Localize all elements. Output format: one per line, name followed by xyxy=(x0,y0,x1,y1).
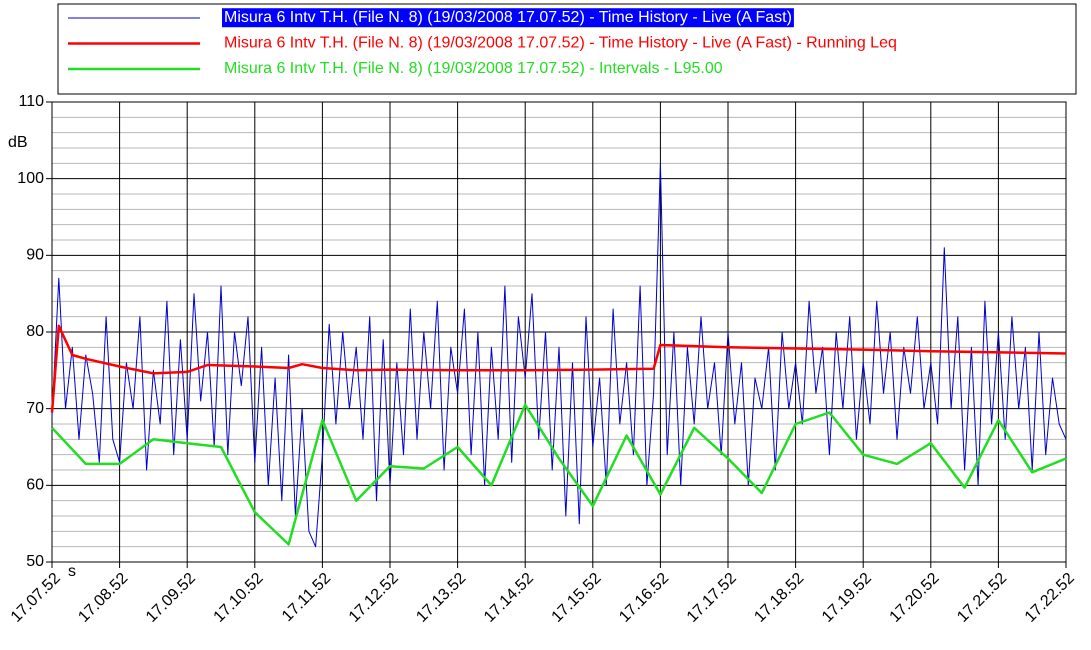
x-tick-label: 17.21.52 xyxy=(954,570,1010,626)
series-line xyxy=(50,324,1067,413)
y-tick-label: 90 xyxy=(26,247,44,264)
x-tick-label: 17.22.52 xyxy=(1022,570,1078,626)
series-line xyxy=(51,403,1067,546)
grid xyxy=(51,101,1067,563)
y-tick-label: 60 xyxy=(26,477,44,494)
legend-label: Misura 6 Intv T.H. (File N. 8) (19/03/20… xyxy=(224,9,792,26)
x-tick-label: 17.19.52 xyxy=(819,570,875,626)
x-tick-label: 17.18.52 xyxy=(751,570,807,626)
legend-highlight xyxy=(222,8,794,28)
y-tick-label: 80 xyxy=(26,323,44,340)
y-axis-unit: dB xyxy=(8,134,28,151)
x-tick-label: 17.17.52 xyxy=(684,570,740,626)
y-tick-label: 110 xyxy=(18,93,44,110)
x-tick-label: 17.11.52 xyxy=(279,570,334,625)
x-axis-unit: s xyxy=(68,563,76,580)
x-tick-label: 17.07.52 xyxy=(8,570,64,626)
y-tick-label: 100 xyxy=(17,170,44,187)
series-line xyxy=(51,162,1067,548)
legend-label: Misura 6 Intv T.H. (File N. 8) (19/03/20… xyxy=(224,35,897,52)
x-tick-label: 17.13.52 xyxy=(413,570,469,626)
x-tick-label: 17.15.52 xyxy=(549,570,605,626)
plot-frame xyxy=(51,101,1067,563)
x-tick-label: 17.10.52 xyxy=(211,570,267,626)
x-tick-label: 17.20.52 xyxy=(887,570,943,626)
x-tick-label: 17.14.52 xyxy=(481,570,537,626)
y-tick-label: 70 xyxy=(26,400,44,417)
x-tick-label: 17.12.52 xyxy=(346,570,402,626)
x-tick-label: 17.08.52 xyxy=(75,570,131,626)
x-tick-label: 17.09.52 xyxy=(143,570,199,626)
x-tick-label: 17.16.52 xyxy=(616,570,672,626)
legend-label: Misura 6 Intv T.H. (File N. 8) (19/03/20… xyxy=(224,60,723,77)
y-tick-label: 50 xyxy=(26,553,44,570)
